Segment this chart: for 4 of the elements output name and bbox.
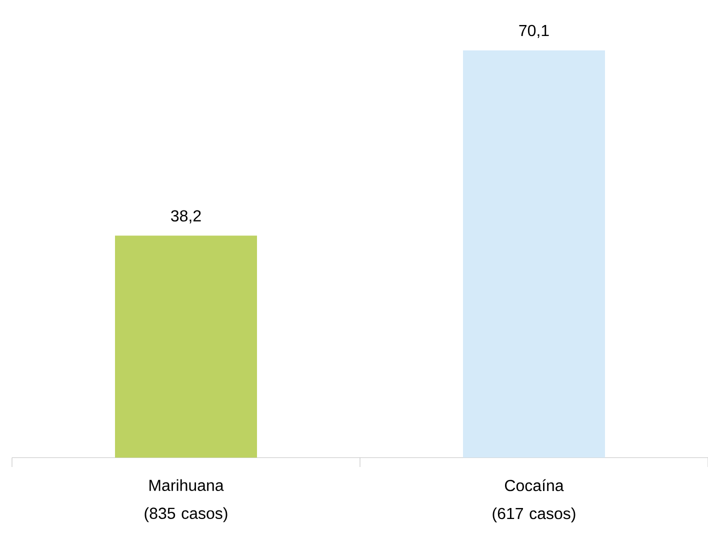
x-tick-label: Cocaína (617 casos) — [492, 479, 576, 522]
data-label: 70,1 — [519, 24, 549, 38]
x-tick-label: Marihuana (835 casos) — [144, 479, 228, 522]
data-label: 38,2 — [171, 210, 201, 224]
